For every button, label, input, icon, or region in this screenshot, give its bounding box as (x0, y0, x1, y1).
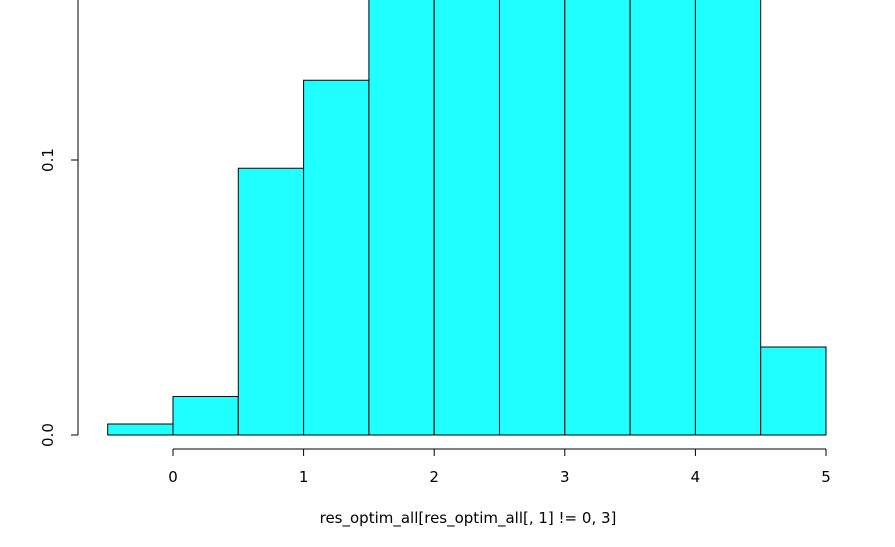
x-tick-label-3: 3 (560, 468, 570, 486)
histogram-bar-5 (368, 0, 435, 436)
histogram-bars (107, 0, 827, 436)
x-tick-label-1: 1 (299, 468, 309, 486)
histogram-bar-6 (433, 0, 501, 436)
y-tick-label-0.1: 0.1 (39, 148, 57, 172)
histogram-bar-2 (172, 396, 239, 436)
x-tick-label-4: 4 (691, 468, 701, 486)
x-axis-label: res_optim_all[res_optim_all[, 1] != 0, 3… (320, 509, 617, 528)
histogram-bar-4 (303, 79, 370, 436)
y-tick-label-0.0: 0.0 (39, 423, 57, 447)
histogram-bar-8 (564, 0, 631, 436)
histogram-bar-9 (629, 0, 696, 436)
histogram-bar-10 (694, 0, 762, 436)
x-tick-label-0: 0 (168, 468, 178, 486)
y-axis: 0.00.10.20.3 (39, 0, 79, 447)
histogram-bar-11 (760, 346, 827, 436)
x-axis: 0 1 2 3 4 5 (168, 448, 831, 486)
x-tick-label-2: 2 (429, 468, 439, 486)
histogram-bar-7 (499, 0, 566, 436)
histogram-bar-3 (237, 167, 305, 436)
histogram-bar-1 (107, 423, 174, 436)
x-tick-label-5: 5 (821, 468, 831, 486)
